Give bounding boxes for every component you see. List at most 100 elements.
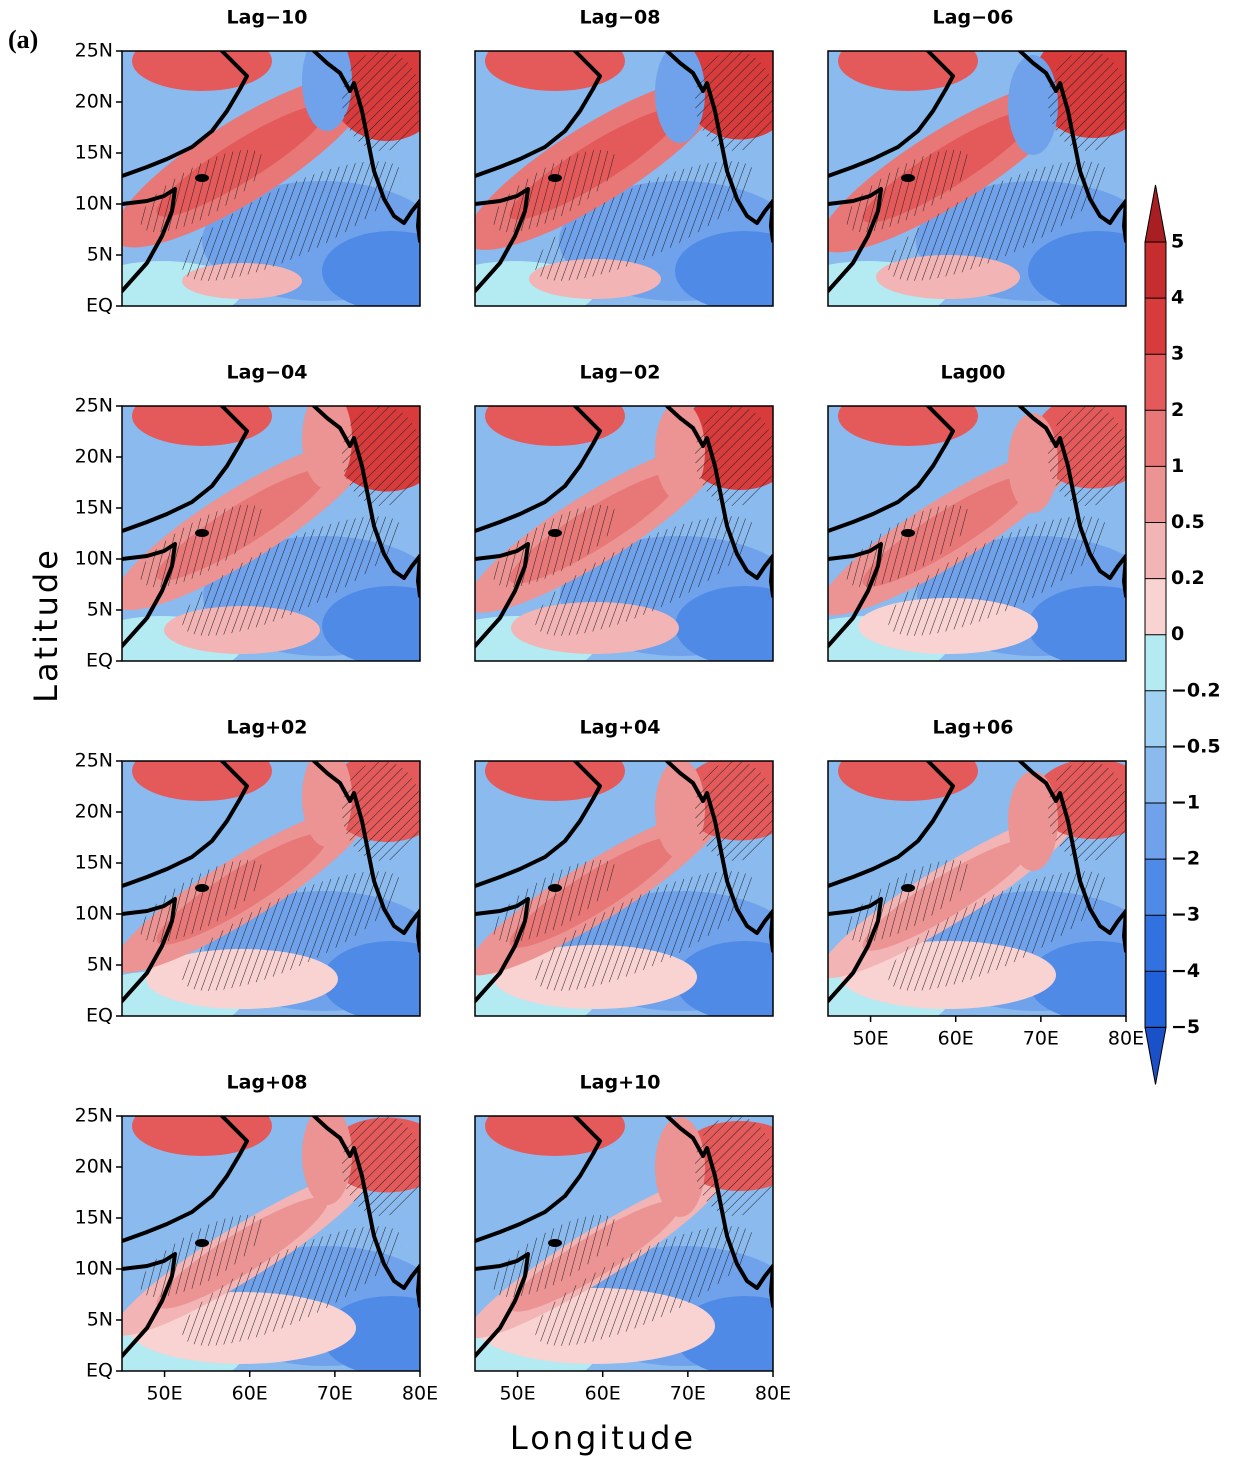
lat-label: EQ — [86, 650, 113, 672]
lat-label: 15N — [75, 1207, 113, 1229]
panel-frame — [827, 760, 1127, 1017]
hatch-area — [1048, 761, 1126, 861]
lat-label: 5N — [87, 1309, 113, 1331]
panel-frame — [827, 405, 1127, 662]
hatch-area — [695, 761, 773, 861]
field-blob — [485, 1116, 625, 1156]
panel-frame — [121, 1115, 421, 1372]
panel-title: Lag+10 — [580, 1072, 661, 1094]
colorbar-label: −1 — [1171, 792, 1200, 814]
panel-frame — [474, 405, 774, 662]
field-blob — [322, 586, 420, 661]
field-blob — [675, 941, 773, 1016]
hatch-area — [535, 516, 755, 636]
colorbar-bin — [1145, 354, 1166, 411]
colorbar-bin — [1145, 690, 1166, 747]
field — [122, 761, 420, 1016]
colorbar-label: 4 — [1171, 287, 1184, 309]
colorbar-label: 0.2 — [1171, 567, 1205, 589]
panel-title: Lag+06 — [933, 717, 1014, 739]
colorbar-bin — [1145, 522, 1166, 579]
field-blob — [485, 51, 625, 91]
map-panel — [827, 50, 1127, 307]
lon-label: 60E — [938, 1028, 974, 1050]
panel-title: Lag−10 — [227, 7, 308, 29]
colorbar-label: −0.5 — [1171, 735, 1221, 757]
lon-label: 70E — [317, 1383, 353, 1405]
field-blob — [1008, 771, 1058, 871]
hatch-area — [535, 1226, 755, 1346]
panel-title: Lag00 — [941, 362, 1006, 384]
lat-label: 20N — [75, 446, 113, 468]
field-blob — [838, 51, 978, 91]
lon-label: 80E — [1108, 1028, 1144, 1050]
field — [475, 406, 773, 661]
hatch-area — [888, 871, 1108, 991]
field — [475, 1116, 773, 1371]
colorbar-label: 0.5 — [1171, 511, 1205, 533]
hatch-area — [695, 406, 773, 506]
lon-label: 70E — [1023, 1028, 1059, 1050]
panel-title: Lag−08 — [580, 7, 661, 29]
panel-frame — [827, 50, 1127, 307]
lat-label: 15N — [75, 142, 113, 164]
map-panel: 50E 60E 70E 80E — [474, 1115, 791, 1405]
map-panel — [474, 405, 774, 662]
lat-label: EQ — [86, 1005, 113, 1027]
field-blob — [655, 1117, 705, 1217]
lat-label: 10N — [75, 903, 113, 925]
hatch-area — [342, 51, 420, 151]
colorbar-extend — [1144, 184, 1167, 243]
lat-label: 5N — [87, 954, 113, 976]
colorbar-extend — [1144, 1026, 1167, 1085]
lon-label: 50E — [146, 1383, 182, 1405]
colorbar-label: 2 — [1171, 399, 1184, 421]
lat-label: 15N — [75, 852, 113, 874]
hatch-area — [888, 516, 1108, 636]
x-axis-title: Longitude — [510, 1419, 696, 1457]
lon-label: 60E — [232, 1383, 268, 1405]
lat-label: 20N — [75, 1156, 113, 1178]
field-blob — [1028, 941, 1126, 1016]
hatch-area — [695, 51, 773, 151]
map-panel — [474, 50, 774, 307]
field-blob — [838, 406, 978, 446]
colorbar-label: 1 — [1171, 455, 1184, 477]
map-panel — [474, 760, 774, 1017]
colorbar-label: −5 — [1171, 1016, 1200, 1038]
field-blob — [322, 231, 420, 306]
hatch-area — [182, 1226, 402, 1346]
lon-label: 80E — [402, 1383, 438, 1405]
field-blob — [675, 586, 773, 661]
map-panel: 50E 60E 70E 80E — [827, 760, 1144, 1050]
panel-frame — [121, 405, 421, 662]
lat-label: 20N — [75, 801, 113, 823]
panel-frame — [121, 50, 421, 307]
colorbar-bin — [1145, 410, 1166, 467]
figure-label: (a) — [8, 25, 38, 54]
panel-frame — [121, 760, 421, 1017]
field-blob — [1028, 231, 1126, 306]
field — [122, 406, 420, 661]
colorbar-label: 5 — [1171, 231, 1184, 253]
colorbar-label: 0 — [1171, 623, 1184, 645]
field-blob — [132, 761, 272, 801]
hatch-area — [1048, 51, 1126, 151]
lat-label: 25N — [75, 40, 113, 62]
lat-label: 25N — [75, 1105, 113, 1127]
field-blob — [132, 406, 272, 446]
lat-label: 25N — [75, 395, 113, 417]
colorbar-label: −4 — [1171, 960, 1200, 982]
field — [122, 51, 420, 306]
hatch-area — [182, 516, 402, 636]
hatch-area — [342, 761, 420, 861]
colorbar-label: −2 — [1171, 848, 1200, 870]
field-blob — [132, 51, 272, 91]
field-blob — [132, 1116, 272, 1156]
colorbar-bin — [1145, 634, 1166, 691]
hatch-area — [182, 871, 402, 991]
hatch-area — [535, 871, 755, 991]
colorbar-bin — [1145, 578, 1166, 635]
panel-title: Lag+02 — [227, 717, 308, 739]
